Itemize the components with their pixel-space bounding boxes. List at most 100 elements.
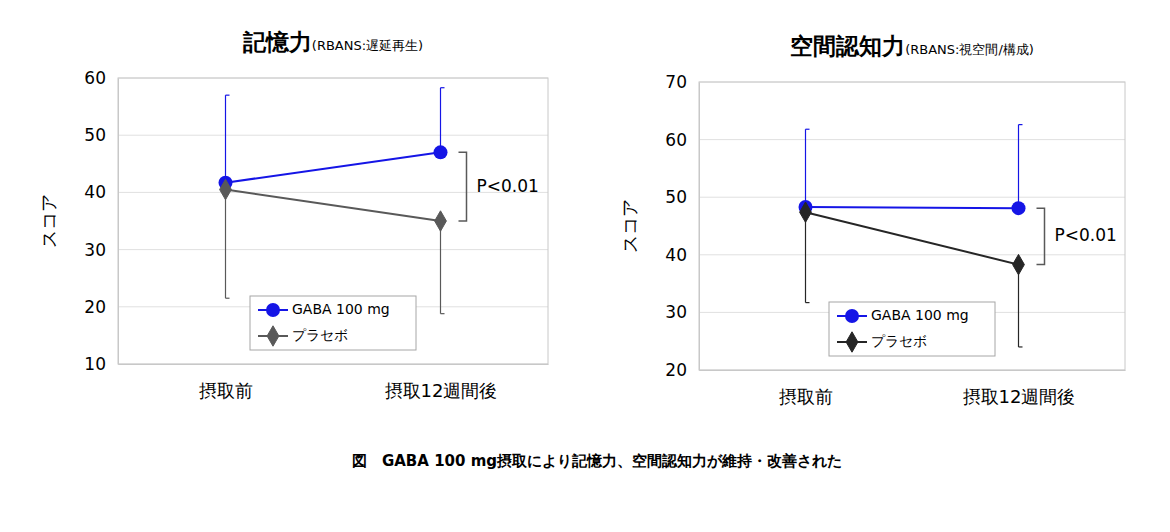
error-bar-cap: [1019, 124, 1023, 125]
x-tick: 摂取12週間後: [385, 364, 498, 401]
y-tick-label: 50: [665, 187, 687, 207]
error-bar-cap: [1019, 346, 1023, 347]
x-tick-label: 摂取前: [199, 380, 253, 401]
error-bar: [441, 88, 445, 153]
error-bar-cap: [226, 298, 230, 299]
x-axis: 摂取前 摂取12週間後: [119, 364, 549, 401]
error-bar: [1019, 265, 1023, 347]
y-tick: 60: [84, 68, 118, 88]
subtitle: (RBANS:遅延再生): [312, 38, 423, 53]
grid-line: [118, 249, 548, 250]
y-tick: 30: [665, 302, 699, 322]
y-tick-label: 70: [665, 72, 687, 92]
error-bar-stem: [805, 212, 806, 302]
y-tick: 50: [665, 187, 699, 207]
x-tick: 摂取12週間後: [963, 370, 1076, 407]
marker: [1012, 201, 1026, 215]
series-line: [806, 212, 1019, 264]
y-axis-line: [118, 79, 119, 365]
marks: [219, 88, 448, 314]
annotation: P<0.01: [1055, 225, 1117, 245]
series-line: [226, 190, 441, 221]
y-axis: 20 30 40 50 60 70: [665, 72, 699, 380]
error-bar-stem: [805, 129, 806, 207]
marker: [435, 211, 447, 231]
y-tick: 50: [84, 125, 118, 145]
y-tick: 30: [84, 240, 118, 260]
error-bar: [441, 221, 445, 314]
y-tick: 70: [665, 72, 699, 92]
error-bar-stem: [1018, 125, 1019, 209]
x-axis-line: [119, 364, 549, 365]
error-bar-cap: [441, 313, 445, 314]
legend-label: GABA 100 mg: [871, 307, 969, 323]
marker: [1013, 254, 1025, 274]
legend-box: [250, 296, 416, 350]
caption: 図 GABA 100 mg摂取により記憶力、空間認知力が維持・改善された: [352, 452, 842, 470]
grid-line: [699, 254, 1125, 255]
chart: 10 20 30 40 50 60 摂取前 摂取12週間後 スコア 記憶力(RBANS:遅延再生)…: [38, 29, 549, 401]
y-tick-label: 20: [84, 297, 106, 317]
significance-bracket: [459, 152, 467, 221]
x-tick-label: 摂取12週間後: [385, 380, 498, 401]
grid: [118, 78, 548, 364]
page: 10 20 30 40 50 60 摂取前 摂取12週間後 スコア 記憶力(RBANS:遅延再生)…: [0, 0, 1170, 532]
title-main: 空間認知力: [790, 33, 905, 59]
y-axis-title: スコア: [619, 199, 640, 253]
y-tick-label: 40: [665, 245, 687, 265]
legend-entry: GABA 100 mg: [258, 301, 390, 317]
legend-entry: プラセボ: [258, 326, 348, 346]
bracket-line: [1037, 208, 1045, 264]
x-tick: 摂取前: [779, 370, 833, 407]
y-tick-label: 40: [84, 182, 106, 202]
error-bar-cap: [226, 95, 230, 96]
x-tick-label: 摂取前: [779, 386, 833, 407]
subtitle: (RBANS:視空間/構成): [905, 42, 1034, 57]
grid: [699, 82, 1125, 370]
error-bar-stem: [440, 221, 441, 314]
grid-line: [699, 139, 1125, 140]
significance-bracket: [1037, 208, 1045, 264]
error-bar: [1019, 125, 1023, 209]
x-axis-line: [700, 370, 1126, 371]
y-tick-label: 10: [84, 354, 106, 374]
y-tick: 20: [84, 297, 118, 317]
y-tick-label: 30: [665, 302, 687, 322]
bracket-line: [459, 152, 467, 221]
y-tick: 40: [665, 245, 699, 265]
grid-line: [699, 197, 1125, 198]
chart: 20 30 40 50 60 70 摂取前 摂取12週間後 スコア 空間認知力(RBANS:視空間…: [619, 33, 1126, 407]
error-bar-stem: [225, 95, 226, 183]
error-bar: [806, 212, 810, 302]
error-bar-cap: [806, 302, 810, 303]
y-tick-label: 30: [84, 240, 106, 260]
legend-marker: [267, 326, 279, 346]
legend-box: [829, 302, 995, 356]
marker: [220, 179, 232, 199]
legend-entry: GABA 100 mg: [837, 307, 969, 323]
plot-frame: [699, 82, 1125, 370]
error-bar: [806, 129, 810, 207]
title: 空間認知力(RBANS:視空間/構成): [790, 33, 1034, 59]
error-bar-cap: [441, 87, 445, 88]
legend-label: プラセボ: [871, 333, 927, 349]
legend: GABA 100 mg プラセボ: [829, 302, 995, 356]
y-axis-title: スコア: [38, 194, 59, 248]
series-line: [226, 152, 441, 182]
marker: [434, 145, 448, 159]
x-axis: 摂取前 摂取12週間後: [700, 370, 1126, 407]
series-line: [806, 207, 1019, 208]
grid-line: [118, 135, 548, 136]
error-bar-stem: [440, 88, 441, 153]
y-tick-label: 60: [84, 68, 106, 88]
legend: GABA 100 mg プラセボ: [250, 296, 416, 350]
error-bar-stem: [225, 190, 226, 299]
title-main: 記憶力: [242, 29, 312, 55]
x-tick: 摂取前: [199, 364, 253, 401]
y-tick-label: 20: [665, 360, 687, 380]
y-axis-line: [699, 83, 700, 371]
legend-label: プラセボ: [292, 327, 348, 343]
y-tick-label: 60: [665, 130, 687, 150]
y-tick: 10: [84, 354, 118, 374]
error-bar: [226, 190, 230, 299]
